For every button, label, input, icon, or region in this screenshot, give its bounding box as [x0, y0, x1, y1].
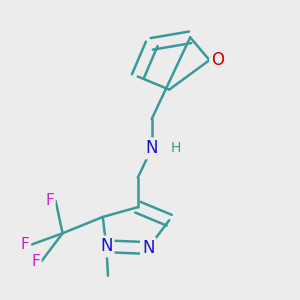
- Text: H: H: [171, 141, 181, 155]
- Text: N: N: [100, 237, 112, 255]
- Text: F: F: [45, 193, 54, 208]
- Text: N: N: [142, 239, 155, 257]
- Text: F: F: [21, 237, 29, 252]
- Text: N: N: [146, 140, 158, 158]
- Text: O: O: [211, 51, 224, 69]
- Text: F: F: [31, 254, 40, 268]
